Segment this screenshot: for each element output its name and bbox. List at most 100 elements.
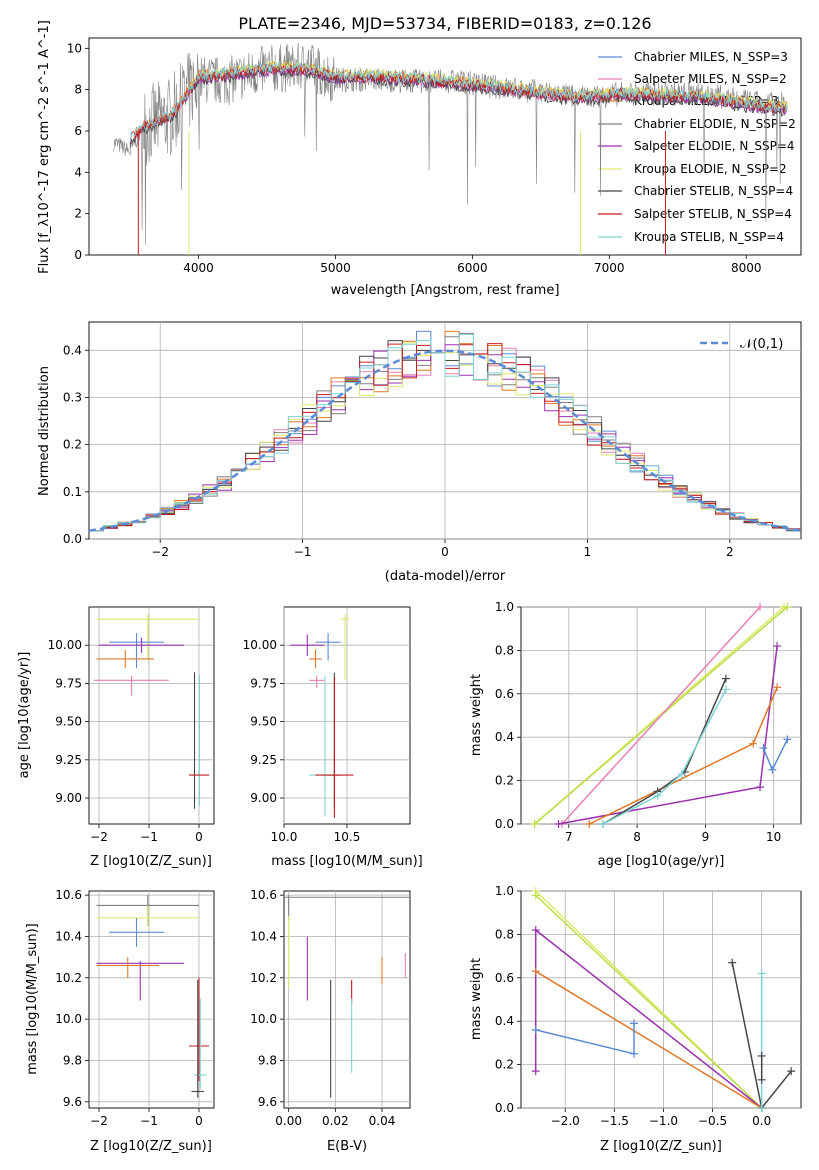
mw-Z-chabrier-stelib-marker — [728, 958, 737, 967]
spectrum-model-line-chabrier-stelib — [129, 66, 788, 148]
y-tick-label: 10.0 — [250, 1012, 277, 1026]
y-tick-label: 6 — [74, 124, 82, 138]
x-tick-label: −2.0 — [551, 1114, 580, 1128]
mw-Z-chabrier-stelib-marker — [787, 1067, 796, 1076]
residual-histogram-salpeter-elodie — [89, 344, 801, 532]
legend-label-normal: 𝒩(0,1) — [740, 337, 783, 352]
x-tick-label: −1 — [294, 545, 312, 559]
y-tick-label: 0.2 — [63, 438, 82, 452]
mass-weight-vs-age-ylabel: mass weight — [469, 674, 484, 756]
mw-Z-chabrier-stelib-b-marker — [757, 1051, 766, 1060]
y-tick-label: 10.4 — [250, 929, 277, 943]
mass-vs-Z-xlabel: Z [log10(Z/Z_sun)] — [90, 1139, 212, 1154]
mw-Z-kroupa-stelib-marker — [531, 891, 540, 900]
x-tick-label: 0 — [195, 830, 203, 844]
mass-weight-vs-Z-xlabel: Z [log10(Z/Z_sun)] — [600, 1139, 722, 1154]
mw-age-chabrier-miles-marker — [783, 735, 792, 744]
y-tick-label: 0.4 — [63, 343, 82, 357]
x-tick-label: 7 — [565, 830, 573, 844]
y-tick-label: 9.25 — [55, 753, 82, 767]
mw-age-kroupa-stelib-b-marker — [598, 820, 607, 828]
x-tick-label: −1.0 — [649, 1114, 678, 1128]
y-tick-label: 9.8 — [63, 1053, 82, 1067]
x-tick-label: −0.5 — [698, 1114, 727, 1128]
x-tick-label: 0.02 — [322, 1114, 349, 1128]
mw-age-chabrier-miles-marker — [759, 744, 768, 753]
mw-age-salpeter-miles-marker — [756, 603, 765, 611]
x-tick-label: 9 — [702, 830, 710, 844]
y-tick-label: 0.0 — [495, 1101, 514, 1115]
x-tick-label: 6000 — [457, 261, 488, 275]
mw-age-kroupa-stelib-b — [602, 689, 727, 825]
x-tick-label: 7000 — [594, 261, 625, 275]
spectrum-model-line-kroupa-stelib — [129, 61, 788, 143]
y-tick-label: 0.8 — [495, 927, 514, 941]
spectrum-model-line-salpeter-stelib — [129, 64, 788, 145]
y-tick-label: 10.2 — [55, 971, 82, 985]
x-tick-label: 5000 — [320, 261, 351, 275]
legend-label-salpeter-stelib: Salpeter STELIB, N_SSP=4 — [634, 207, 792, 221]
y-tick-label: 1.0 — [495, 884, 514, 898]
chart-marks: 4000 5000 6000 7000 8000 0 2 4 6 8 10 −2 −1 0 1 2 0.0 0.1… — [48, 41, 802, 1128]
mw-Z-kroupa-stelib-b-marker — [757, 1104, 766, 1112]
legend-label-salpeter-miles: Salpeter MILES, N_SSP=2 — [634, 72, 787, 86]
x-tick-label: 10.5 — [334, 830, 361, 844]
mw-Z-chabrier-miles-marker — [629, 1019, 638, 1028]
y-tick-label: 0.0 — [495, 817, 514, 831]
x-tick-label: 10 — [766, 830, 781, 844]
x-tick-label: 10.0 — [271, 830, 298, 844]
mw-Z-chabrier-miles — [535, 1023, 635, 1055]
x-tick-label: −2 — [90, 1114, 108, 1128]
x-tick-label: −2 — [151, 545, 169, 559]
y-tick-label: 9.6 — [63, 1095, 82, 1109]
y-tick-label: 1.0 — [495, 600, 514, 614]
mass-vs-ebv-xlabel: E(B-V) — [327, 1139, 367, 1154]
x-tick-label: 4000 — [183, 261, 214, 275]
y-tick-label: 9.75 — [250, 676, 277, 690]
age-vs-Z-ylabel: age [log10(age/yr)] — [17, 652, 32, 779]
spectrum-axes — [88, 37, 802, 256]
mw-Z-chabrier-miles-marker — [531, 1025, 540, 1034]
legend-label-chabrier-elodie: Chabrier ELODIE, N_SSP=2 — [634, 117, 796, 131]
y-tick-label: 9.75 — [55, 676, 82, 690]
y-tick-label: 10.00 — [48, 638, 82, 652]
spectrum-model-line-salpeter-elodie — [187, 65, 788, 116]
mw-age-salpeter-elodie — [558, 646, 778, 825]
mw-age-kroupa-stelib-b-marker — [721, 685, 730, 694]
mw-Z-kroupa-miles — [535, 970, 763, 1109]
x-tick-label: 0.00 — [275, 1114, 302, 1128]
x-tick-label: −1.5 — [600, 1114, 629, 1128]
y-tick-label: 0.0 — [63, 532, 82, 546]
mw-Z-kroupa-stelib-b-marker — [757, 969, 766, 978]
y-tick-label: 0.4 — [495, 730, 514, 744]
y-tick-label: 9.8 — [258, 1053, 277, 1067]
mw-Z-salpeter-elodie — [534, 928, 763, 1109]
y-tick-label: 9.00 — [55, 791, 82, 805]
spectrum-ylabel: Flux [f_λ10^-17 erg cm^-2 s^-1 A^-1] — [37, 20, 52, 274]
legend-label-chabrier-miles: Chabrier MILES, N_SSP=3 — [634, 50, 788, 64]
mw-Z-chabrier-stelib-b-marker — [757, 1075, 766, 1084]
y-tick-label: 0.4 — [495, 1014, 514, 1028]
mw-age-kroupa-stelib-b-marker — [653, 791, 662, 800]
x-tick-label: 1 — [584, 545, 592, 559]
x-tick-label: −1 — [140, 1114, 158, 1128]
mw-age-kroupa-miles-marker — [773, 683, 782, 692]
figure-title: PLATE=2346, MJD=53734, FIBERID=0183, z=0… — [238, 14, 651, 33]
mw-age-kroupa-stelib-marker — [783, 603, 792, 611]
y-tick-label: 0.1 — [63, 485, 82, 499]
spectrum-xlabel: wavelength [Angstrom, rest frame] — [331, 283, 560, 298]
legend-label-salpeter-elodie: Salpeter ELODIE, N_SSP=4 — [634, 139, 795, 153]
x-tick-label: −2 — [90, 830, 108, 844]
mw-age-salpeter-elodie-marker — [554, 820, 563, 828]
x-tick-label: −1 — [140, 830, 158, 844]
mw-age-chabrier-miles-marker — [768, 765, 777, 774]
mass-weight-vs-age-xlabel: age [log10(age/yr)] — [598, 854, 725, 869]
y-tick-label: 0.6 — [495, 971, 514, 985]
y-tick-label: 9.6 — [258, 1095, 277, 1109]
y-tick-label: 9.50 — [250, 715, 277, 729]
age-vs-mass-xlabel: mass [log10(M/M_sun)] — [271, 854, 423, 869]
x-tick-label: 8 — [633, 830, 641, 844]
legend-label-kroupa-elodie: Kroupa ELODIE, N_SSP=2 — [634, 162, 787, 176]
mw-age-kroupa-miles-marker — [585, 820, 594, 828]
